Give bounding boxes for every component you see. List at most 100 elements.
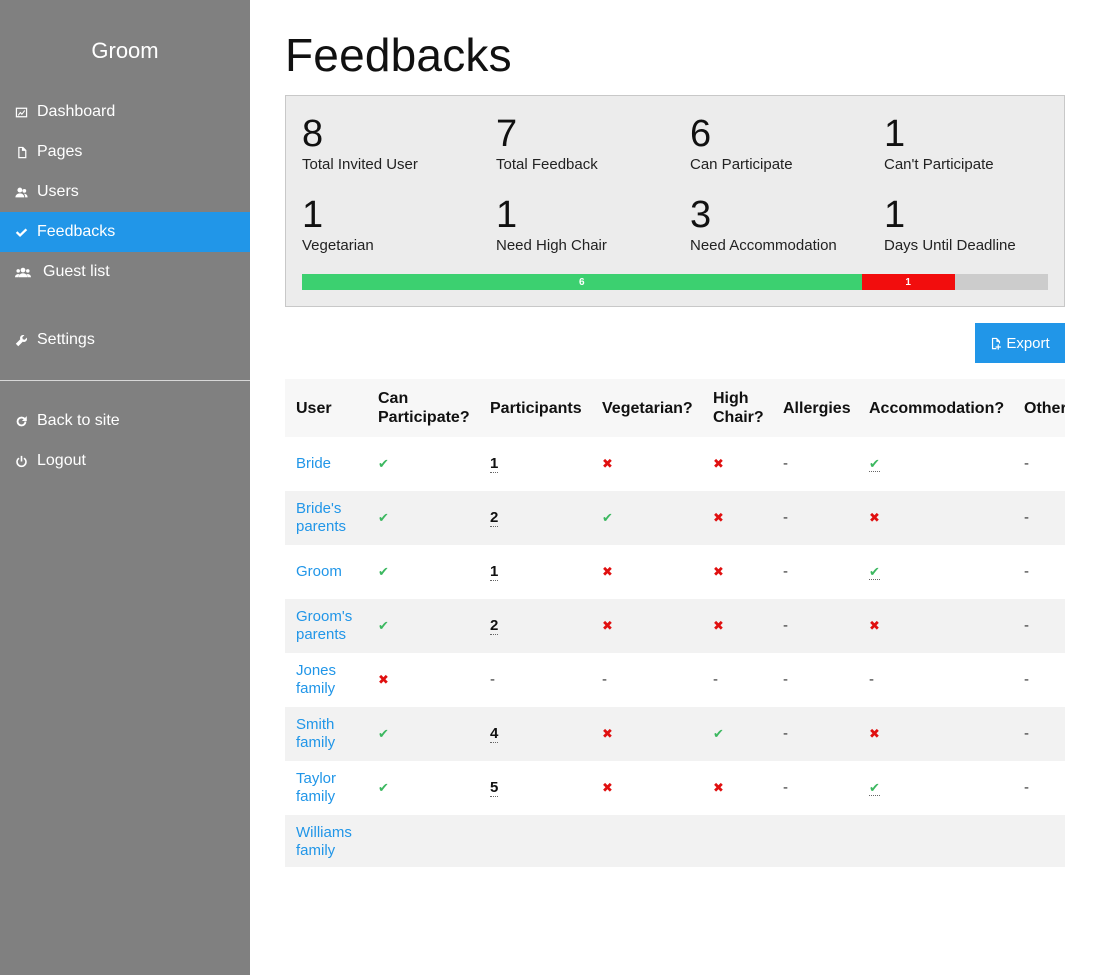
empty-value: - xyxy=(1024,779,1029,796)
user-cell: Groom xyxy=(285,545,367,599)
user-cell: Groom's parents xyxy=(285,599,367,653)
user-cell: Taylor family xyxy=(285,761,367,815)
other-cell xyxy=(1013,815,1065,867)
stats-panel: 8 Total Invited User 7 Total Feedback 6 … xyxy=(285,95,1065,307)
high-chair-cell: ✖ xyxy=(702,491,772,545)
stat-value: 1 xyxy=(884,194,906,236)
stat-vegetarian: 1 Vegetarian xyxy=(302,195,492,254)
stat-label: Need Accommodation xyxy=(690,237,837,254)
stat-value: 1 xyxy=(884,113,906,155)
stat-value: 1 xyxy=(302,194,324,236)
empty-value: - xyxy=(1024,563,1029,580)
participant-count[interactable]: 2 xyxy=(490,617,499,635)
empty-value: - xyxy=(1024,671,1029,688)
sidebar-item-feedbacks[interactable]: Feedbacks xyxy=(0,212,250,252)
export-button[interactable]: Export xyxy=(975,323,1065,363)
page-title: Feedbacks xyxy=(285,29,512,81)
sidebar-item-users[interactable]: Users xyxy=(0,172,250,212)
cross-icon: ✖ xyxy=(713,564,724,579)
cross-icon: ✖ xyxy=(713,456,724,471)
sidebar-item-settings[interactable]: Settings xyxy=(0,320,250,360)
participant-count[interactable]: 1 xyxy=(490,563,499,581)
column-header[interactable]: High Chair? xyxy=(702,379,772,437)
stat-accommodation: 3 Need Accommodation xyxy=(690,195,880,254)
other-cell: - xyxy=(1013,437,1065,491)
bottom-nav: Back to site Logout xyxy=(0,401,250,481)
check-icon: ✔ xyxy=(378,780,389,795)
sidebar-item-label: Users xyxy=(37,183,79,200)
brand-title: Groom xyxy=(91,38,159,63)
accommodation-cell: ✔ xyxy=(858,545,1013,599)
user-link[interactable]: Bride xyxy=(296,455,332,472)
user-link[interactable]: Bride's parents xyxy=(296,500,347,535)
cross-icon: ✖ xyxy=(713,510,724,525)
can-participate-cell: ✖ xyxy=(367,653,479,707)
column-header[interactable]: User xyxy=(285,379,367,437)
user-link[interactable]: Williams family xyxy=(296,824,352,859)
user-link[interactable]: Smith family xyxy=(296,716,336,751)
participant-count[interactable]: 1 xyxy=(490,455,499,473)
user-link[interactable]: Taylor family xyxy=(296,770,337,805)
column-header[interactable]: Other xyxy=(1013,379,1065,437)
high-chair-cell: ✖ xyxy=(702,545,772,599)
cross-icon: ✖ xyxy=(602,780,613,795)
sidebar-item-logout[interactable]: Logout xyxy=(0,441,250,481)
user-cell: Williams family xyxy=(285,815,367,867)
table-row: Bride's parents ✔ 2 ✔ ✖ - ✖ - xyxy=(285,491,1065,545)
participant-count[interactable]: 4 xyxy=(490,725,499,743)
sidebar-item-pages[interactable]: Pages xyxy=(0,132,250,172)
vegetarian-cell: ✖ xyxy=(591,437,702,491)
export-icon xyxy=(992,337,1002,350)
participant-count[interactable]: 2 xyxy=(490,509,499,527)
check-icon: ✔ xyxy=(713,726,724,741)
sidebar-item-label: Back to site xyxy=(37,412,120,429)
accommodation-cell: ✖ xyxy=(858,707,1013,761)
sidebar-item-guest-list[interactable]: Guest list xyxy=(0,252,250,292)
sidebar-item-back-to-site[interactable]: Back to site xyxy=(0,401,250,441)
column-header[interactable]: Accommodation? xyxy=(858,379,1013,437)
user-cell: Smith family xyxy=(285,707,367,761)
cross-icon: ✖ xyxy=(869,618,880,633)
stat-label: Vegetarian xyxy=(302,237,374,254)
cross-icon: ✖ xyxy=(869,510,880,525)
high-chair-cell: ✖ xyxy=(702,437,772,491)
table-row: Bride ✔ 1 ✖ ✖ - ✔ - xyxy=(285,437,1065,491)
vegetarian-cell: ✖ xyxy=(591,599,702,653)
table-row: Smith family ✔ 4 ✖ ✔ - ✖ - xyxy=(285,707,1065,761)
participants-cell: 4 xyxy=(479,707,591,761)
check-icon: ✔ xyxy=(378,564,389,579)
column-header[interactable]: Vegetarian? xyxy=(591,379,702,437)
column-header[interactable]: Can Participate? xyxy=(367,379,479,437)
feedback-table-container: User Can Participate? Participants Veget… xyxy=(285,379,1065,867)
user-link[interactable]: Groom's parents xyxy=(296,608,353,643)
table-header-row: User Can Participate? Participants Veget… xyxy=(285,379,1065,437)
user-cell: Bride's parents xyxy=(285,491,367,545)
stat-value: 3 xyxy=(690,194,712,236)
check-icon[interactable]: ✔ xyxy=(869,564,880,580)
participant-count[interactable]: 5 xyxy=(490,779,499,797)
feedback-table: User Can Participate? Participants Veget… xyxy=(285,379,1065,867)
check-icon: ✔ xyxy=(378,726,389,741)
user-link[interactable]: Jones family xyxy=(296,662,337,697)
allergies-cell: - xyxy=(772,707,858,761)
table-row: Groom's parents ✔ 2 ✖ ✖ - ✖ - xyxy=(285,599,1065,653)
empty-value: - xyxy=(1024,509,1029,526)
accommodation-cell xyxy=(858,815,1013,867)
stat-value: 8 xyxy=(302,113,324,155)
sidebar-item-dashboard[interactable]: Dashboard xyxy=(0,92,250,132)
column-header[interactable]: Participants xyxy=(479,379,591,437)
check-icon[interactable]: ✔ xyxy=(869,456,880,472)
users-icon xyxy=(15,184,33,200)
check-icon: ✔ xyxy=(378,510,389,525)
export-button-label: Export xyxy=(1006,334,1050,352)
stat-days-until-deadline: 1 Days Until Deadline xyxy=(884,195,1074,254)
check-icon[interactable]: ✔ xyxy=(869,780,880,796)
check-icon: ✔ xyxy=(378,618,389,633)
stat-value: 7 xyxy=(496,113,518,155)
empty-value: - xyxy=(1024,725,1029,742)
column-header[interactable]: Allergies xyxy=(772,379,858,437)
stat-label: Total Feedback xyxy=(496,156,598,173)
user-link[interactable]: Groom xyxy=(296,563,342,580)
empty-value: - xyxy=(783,455,788,472)
